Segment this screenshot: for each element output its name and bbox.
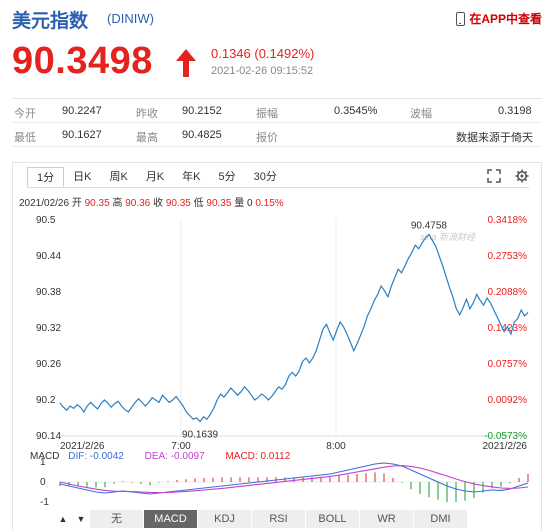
price-row: 90.3498 0.1346 (0.1492%) 2021-02-26 09:1… — [12, 40, 542, 88]
arrow-up-icon — [176, 49, 196, 77]
open-in-app-label: 在APP中查看 — [469, 12, 542, 26]
indicator-tab-macd[interactable]: MACD — [144, 510, 198, 528]
chart-tools — [487, 169, 529, 183]
ohlc-volume-label: 量 — [234, 198, 245, 209]
expand-icon[interactable] — [487, 169, 501, 183]
tab-day[interactable]: 日K — [73, 171, 92, 183]
stats-row: 最低 90.1627 最高 90.4825 报价 数据来源于倚天 — [12, 123, 542, 147]
stat-value: 90.2152 — [182, 105, 222, 117]
macd-dif: DIF: -0.0042 — [68, 451, 124, 462]
tab-1min[interactable]: 1分 — [27, 167, 65, 187]
tab-month[interactable]: 月K — [145, 171, 165, 183]
ohlc-low: 90.35 — [206, 198, 232, 209]
ohlc-close: 90.35 — [165, 198, 191, 209]
stat-label: 今开 — [14, 108, 36, 120]
indicator-tab-dmi[interactable]: DMI — [414, 510, 468, 528]
macd-dea: DEA: -0.0097 — [144, 451, 205, 462]
stat-label: 最高 — [136, 132, 158, 144]
stats-table: 今开 90.2247 昨收 90.2152 振幅 0.3545% 波幅 0.31… — [12, 98, 542, 147]
title-row: 美元指数 (DINIW) 在APP中查看 — [12, 6, 542, 32]
price-change: 0.1346 (0.1492%) — [211, 46, 315, 61]
ohlc-low-label: 低 — [193, 198, 204, 209]
stat-label: 波幅 — [410, 108, 432, 120]
chart-panel: 1分 日K 周K 月K 年K 5分 30分 2021/02/26 开 90.35… — [12, 162, 542, 531]
open-in-app-link[interactable]: 在APP中查看 — [456, 10, 542, 27]
ohlc-volume: 0 — [247, 198, 253, 209]
current-price: 90.3498 — [12, 40, 153, 82]
ohlc-high: 90.36 — [125, 198, 151, 209]
indicator-tab-boll[interactable]: BOLL — [306, 510, 360, 528]
page-title: 美元指数 — [12, 11, 89, 32]
stat-label: 振幅 — [256, 108, 278, 120]
indicator-bar: ▲ ▼ 无 MACD KDJ RSI BOLL WR DMI — [54, 509, 468, 529]
ohlc-pct: 0.15% — [255, 198, 284, 209]
macd-value: MACD: 0.0112 — [225, 451, 291, 462]
stat-label: 最低 — [14, 132, 36, 144]
tabs-divider — [27, 187, 529, 188]
phone-icon — [456, 11, 466, 26]
ohlc-readout: 2021/02/26 开 90.35 高 90.36 收 90.35 低 90.… — [19, 194, 284, 209]
tab-5min[interactable]: 5分 — [218, 171, 236, 183]
period-tabs: 1分 日K 周K 月K 年K 5分 30分 — [27, 167, 286, 187]
quote-time: 2021-02-26 09:15:52 — [211, 65, 314, 77]
stat-value: 90.2247 — [62, 105, 102, 117]
ohlc-date: 2021/02/26 — [19, 198, 70, 209]
stat-label: 昨收 — [136, 108, 158, 120]
stat-value: 0.3198 — [498, 105, 532, 117]
stats-row: 今开 90.2247 昨收 90.2152 振幅 0.3545% 波幅 0.31… — [12, 99, 542, 123]
tab-year[interactable]: 年K — [182, 171, 201, 183]
tab-30min[interactable]: 30分 — [253, 171, 277, 183]
macd-title: MACD — [30, 451, 60, 462]
stat-label: 报价 — [256, 132, 278, 144]
tab-week[interactable]: 周K — [109, 171, 128, 183]
indicator-tab-wr[interactable]: WR — [360, 510, 414, 528]
ohlc-close-label: 收 — [153, 198, 164, 209]
zoom-up-button[interactable]: ▲ — [58, 514, 68, 524]
indicator-tab-kdj[interactable]: KDJ — [198, 510, 252, 528]
gear-icon[interactable] — [515, 169, 529, 183]
stat-value: 0.3545% — [334, 105, 378, 117]
macd-legend: MACD DIF: -0.0042 DEA: -0.0097 MACD: 0.0… — [30, 451, 290, 462]
data-source: 数据来源于倚天 — [456, 132, 533, 144]
indicator-tab-rsi[interactable]: RSI — [252, 510, 306, 528]
ohlc-high-label: 高 — [112, 198, 123, 209]
stat-value: 90.4825 — [182, 129, 222, 141]
ohlc-open: 90.35 — [84, 198, 110, 209]
zoom-down-button[interactable]: ▼ — [76, 514, 86, 524]
indicator-tab-none[interactable]: 无 — [90, 510, 144, 528]
symbol-code: (DINIW) — [107, 11, 154, 26]
stat-value: 90.1627 — [62, 129, 102, 141]
ohlc-open-label: 开 — [71, 198, 82, 209]
